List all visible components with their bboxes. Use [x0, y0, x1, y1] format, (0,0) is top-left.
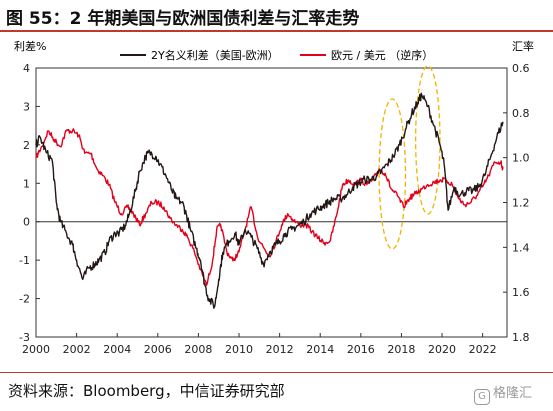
- y-right-tick-label: 0.6: [512, 62, 530, 75]
- x-tick-label: 2008: [184, 343, 212, 356]
- source-note: 资料来源：Bloomberg，中信证券研究部: [8, 382, 285, 400]
- logo-icon: G: [474, 389, 490, 405]
- logo-text: 格隆汇: [493, 386, 533, 401]
- axes: 4 3 2 1 0 -1 -2 -3 0.6 0.8 1.0 1.2 1.4 1.6 1.8 2000 2002…: [19, 62, 529, 356]
- x-tick-label: 2012: [266, 343, 294, 356]
- title-rule: [0, 30, 553, 32]
- highlight-ellipse-2: [414, 65, 441, 215]
- legend-fx-label: 欧元 / 美元 （逆序）: [331, 48, 433, 62]
- footer-rule: [0, 372, 553, 373]
- chart: 4 3 2 1 0 -1 -2 -3 0.6 0.8 1.0 1.2 1.4 1.6 1.8 2000 2002…: [14, 39, 534, 356]
- x-tick-label: 2004: [103, 343, 131, 356]
- legend: 2Y名义利差（美国-欧洲） 欧元 / 美元 （逆序）: [120, 48, 433, 62]
- y-left-tick-label: 1: [23, 177, 30, 190]
- y-left-tick-label: 2: [23, 139, 30, 152]
- y-right-tick-label: 1.0: [512, 152, 530, 165]
- y-right-tick-label: 1.8: [512, 331, 530, 344]
- x-tick-label: 2022: [469, 343, 497, 356]
- y-left-tick-label: -2: [19, 293, 30, 306]
- y-right-tick-label: 0.8: [512, 107, 530, 120]
- y-right-tick-label: 1.2: [512, 197, 530, 210]
- right-axis-label: 汇率: [512, 39, 534, 53]
- watermark-logo: G 格隆汇: [474, 382, 532, 405]
- x-tick-label: 2010: [225, 343, 253, 356]
- y-right-tick-label: 1.6: [512, 286, 530, 299]
- spread-series-line: [35, 92, 504, 309]
- y-left-tick-label: -3: [19, 331, 30, 344]
- y-left-tick-label: -1: [19, 254, 30, 267]
- x-tick-label: 2000: [22, 343, 50, 356]
- legend-spread-label: 2Y名义利差（美国-欧洲）: [151, 48, 279, 62]
- x-tick-label: 2014: [306, 343, 334, 356]
- x-tick-label: 2020: [428, 343, 456, 356]
- x-tick-label: 2002: [63, 343, 91, 356]
- fx-series-line: [35, 128, 504, 287]
- x-tick-label: 2006: [144, 343, 172, 356]
- y-right-tick-label: 1.4: [512, 241, 530, 254]
- y-left-tick-label: 4: [23, 62, 30, 75]
- x-tick-label: 2018: [387, 343, 415, 356]
- highlight-ellipses: [378, 65, 441, 250]
- plot-frame: [35, 67, 508, 338]
- chart-title: 图 55：2 年期美国与欧洲国债利差与汇率走势: [6, 9, 360, 29]
- y-left-tick-label: 3: [23, 100, 30, 113]
- y-left-tick-label: 0: [23, 216, 30, 229]
- series-lines: [35, 92, 504, 309]
- x-tick-label: 2016: [347, 343, 375, 356]
- left-axis-label: 利差%: [14, 39, 46, 53]
- highlight-ellipse-1: [378, 98, 407, 250]
